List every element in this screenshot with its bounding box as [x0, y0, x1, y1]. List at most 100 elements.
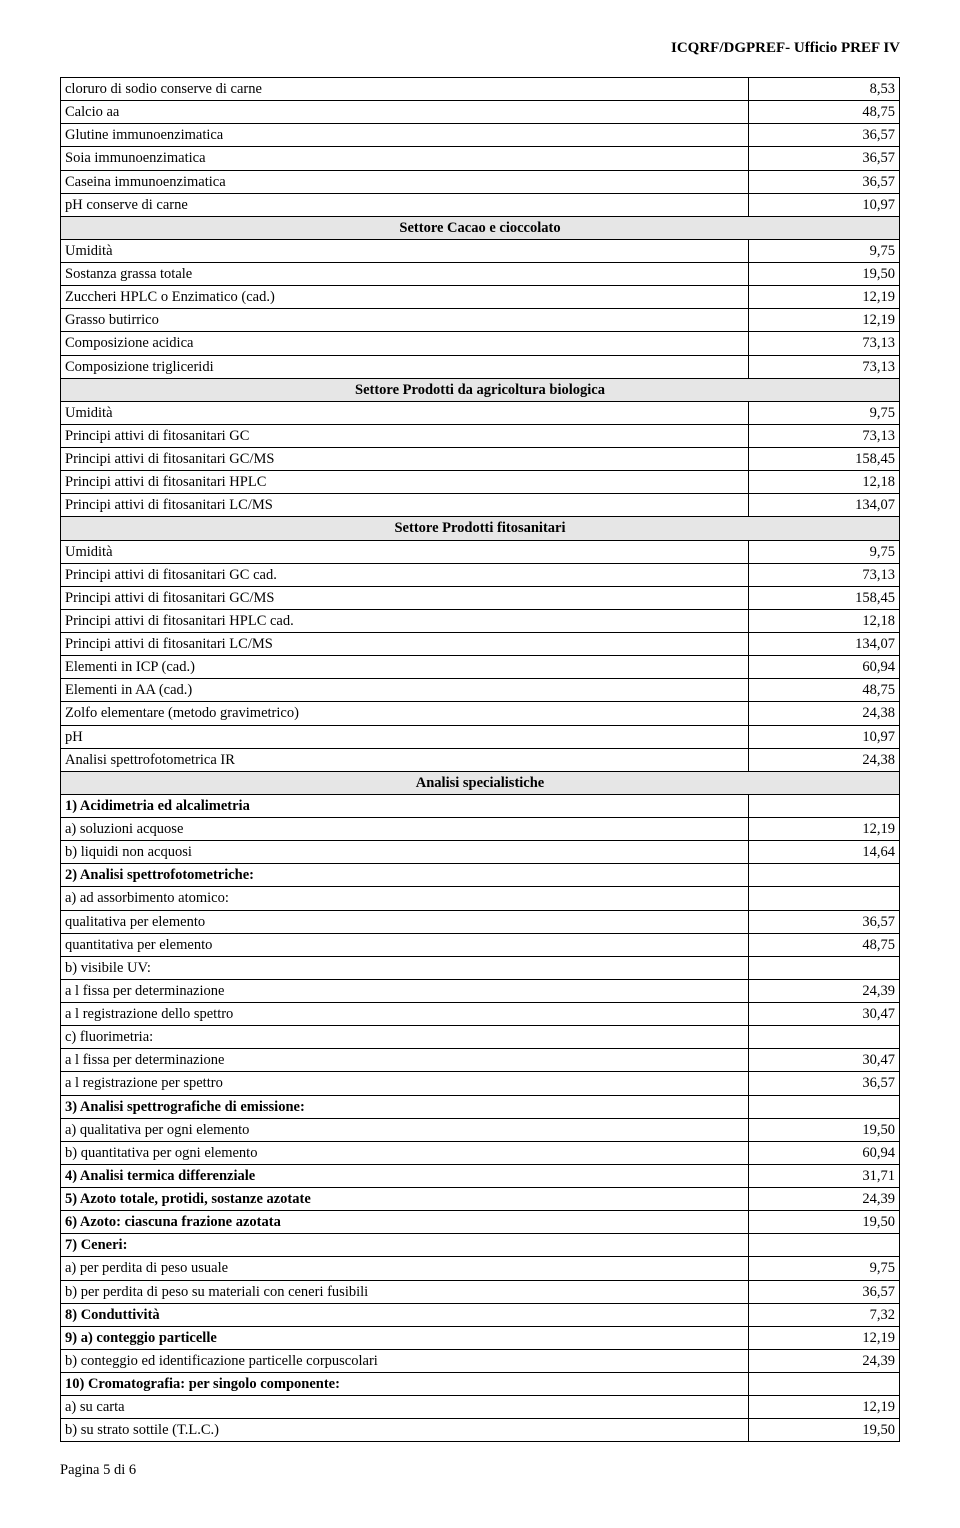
table-row: cloruro di sodio conserve di carne8,53	[61, 78, 900, 101]
row-label: pH	[61, 725, 749, 748]
row-label: Calcio aa	[61, 101, 749, 124]
table-row: Principi attivi di fitosanitari LC/MS134…	[61, 494, 900, 517]
row-value: 9,75	[748, 540, 899, 563]
row-label: 1) Acidimetria ed alcalimetria	[61, 794, 749, 817]
table-row: Analisi spettrofotometrica IR24,38	[61, 748, 900, 771]
row-value: 73,13	[748, 332, 899, 355]
table-row: Zuccheri HPLC o Enzimatico (cad.)12,19	[61, 286, 900, 309]
table-row: Composizione acidica73,13	[61, 332, 900, 355]
table-row: Principi attivi di fitosanitari GC73,13	[61, 424, 900, 447]
table-row: a) su carta12,19	[61, 1396, 900, 1419]
row-label: 7) Ceneri:	[61, 1234, 749, 1257]
table-row: quantitativa per elemento48,75	[61, 933, 900, 956]
page-footer: Pagina 5 di 6	[60, 1462, 900, 1479]
row-label: a l fissa per determinazione	[61, 1049, 749, 1072]
row-value: 73,13	[748, 563, 899, 586]
row-value: 36,57	[748, 124, 899, 147]
row-value: 60,94	[748, 1141, 899, 1164]
row-value: 158,45	[748, 448, 899, 471]
row-label: 8) Conduttività	[61, 1303, 749, 1326]
table-row: Glutine immunoenzimatica36,57	[61, 124, 900, 147]
table-row: Principi attivi di fitosanitari LC/MS134…	[61, 633, 900, 656]
table-row: Principi attivi di fitosanitari GC/MS158…	[61, 586, 900, 609]
row-label: 2) Analisi spettrofotometriche:	[61, 864, 749, 887]
row-value: 12,19	[748, 309, 899, 332]
row-label: Umidità	[61, 401, 749, 424]
table-row: b) per perdita di peso su materiali con …	[61, 1280, 900, 1303]
table-row: Grasso butirrico12,19	[61, 309, 900, 332]
row-value	[748, 1373, 899, 1396]
row-value: 24,39	[748, 1188, 899, 1211]
row-value: 158,45	[748, 586, 899, 609]
section-header: Settore Cacao e cioccolato	[61, 216, 900, 239]
row-label: a l registrazione per spettro	[61, 1072, 749, 1095]
table-row: Sostanza grassa totale19,50	[61, 263, 900, 286]
row-label: Umidità	[61, 239, 749, 262]
row-label: Analisi spettrofotometrica IR	[61, 748, 749, 771]
row-label: a) soluzioni acquose	[61, 818, 749, 841]
row-value: 19,50	[748, 263, 899, 286]
row-value: 60,94	[748, 656, 899, 679]
row-value: 19,50	[748, 1211, 899, 1234]
table-row: Calcio aa48,75	[61, 101, 900, 124]
table-row: a l registrazione per spettro36,57	[61, 1072, 900, 1095]
row-label: Principi attivi di fitosanitari LC/MS	[61, 494, 749, 517]
row-value: 30,47	[748, 1003, 899, 1026]
row-value: 48,75	[748, 933, 899, 956]
table-row: b) su strato sottile (T.L.C.)19,50	[61, 1419, 900, 1442]
row-label: Elementi in ICP (cad.)	[61, 656, 749, 679]
table-row: 9) a) conteggio particelle12,19	[61, 1326, 900, 1349]
table-row: Principi attivi di fitosanitari GC cad.7…	[61, 563, 900, 586]
row-value: 24,39	[748, 1349, 899, 1372]
row-label: 10) Cromatografia: per singolo component…	[61, 1373, 749, 1396]
table-row: Umidità9,75	[61, 540, 900, 563]
table-row: b) liquidi non acquosi14,64	[61, 841, 900, 864]
row-label: a) qualitativa per ogni elemento	[61, 1118, 749, 1141]
table-row: pH10,97	[61, 725, 900, 748]
table-row: c) fluorimetria:	[61, 1026, 900, 1049]
row-value: 24,39	[748, 979, 899, 1002]
row-label: b) visibile UV:	[61, 956, 749, 979]
table-row: Settore Cacao e cioccolato	[61, 216, 900, 239]
row-label: cloruro di sodio conserve di carne	[61, 78, 749, 101]
table-row: Elementi in ICP (cad.)60,94	[61, 656, 900, 679]
row-value: 73,13	[748, 355, 899, 378]
table-row: a) soluzioni acquose12,19	[61, 818, 900, 841]
row-label: pH conserve di carne	[61, 193, 749, 216]
row-label: Zuccheri HPLC o Enzimatico (cad.)	[61, 286, 749, 309]
row-label: Soia immunoenzimatica	[61, 147, 749, 170]
table-row: Umidità9,75	[61, 239, 900, 262]
row-value: 19,50	[748, 1419, 899, 1442]
row-value: 24,38	[748, 702, 899, 725]
section-header: Settore Prodotti fitosanitari	[61, 517, 900, 540]
pricing-table: cloruro di sodio conserve di carne8,53Ca…	[60, 77, 900, 1442]
row-value: 134,07	[748, 633, 899, 656]
row-label: Principi attivi di fitosanitari GC/MS	[61, 448, 749, 471]
table-row: a) per perdita di peso usuale9,75	[61, 1257, 900, 1280]
table-row: Settore Prodotti fitosanitari	[61, 517, 900, 540]
table-row: Settore Prodotti da agricoltura biologic…	[61, 378, 900, 401]
row-label: b) su strato sottile (T.L.C.)	[61, 1419, 749, 1442]
table-row: Caseina immunoenzimatica36,57	[61, 170, 900, 193]
table-row: b) visibile UV:	[61, 956, 900, 979]
row-label: a) per perdita di peso usuale	[61, 1257, 749, 1280]
row-value: 9,75	[748, 401, 899, 424]
row-value	[748, 794, 899, 817]
table-row: 5) Azoto totale, protidi, sostanze azota…	[61, 1188, 900, 1211]
table-row: Zolfo elementare (metodo gravimetrico)24…	[61, 702, 900, 725]
row-value	[748, 887, 899, 910]
row-value: 9,75	[748, 1257, 899, 1280]
table-row: 4) Analisi termica differenziale31,71	[61, 1164, 900, 1187]
row-label: Glutine immunoenzimatica	[61, 124, 749, 147]
row-value	[748, 864, 899, 887]
row-value: 48,75	[748, 101, 899, 124]
row-label: Principi attivi di fitosanitari GC cad.	[61, 563, 749, 586]
row-label: Zolfo elementare (metodo gravimetrico)	[61, 702, 749, 725]
row-value: 48,75	[748, 679, 899, 702]
row-value: 14,64	[748, 841, 899, 864]
row-label: 5) Azoto totale, protidi, sostanze azota…	[61, 1188, 749, 1211]
row-label: Elementi in AA (cad.)	[61, 679, 749, 702]
table-row: Composizione trigliceridi73,13	[61, 355, 900, 378]
row-value: 9,75	[748, 239, 899, 262]
row-label: Principi attivi di fitosanitari GC	[61, 424, 749, 447]
